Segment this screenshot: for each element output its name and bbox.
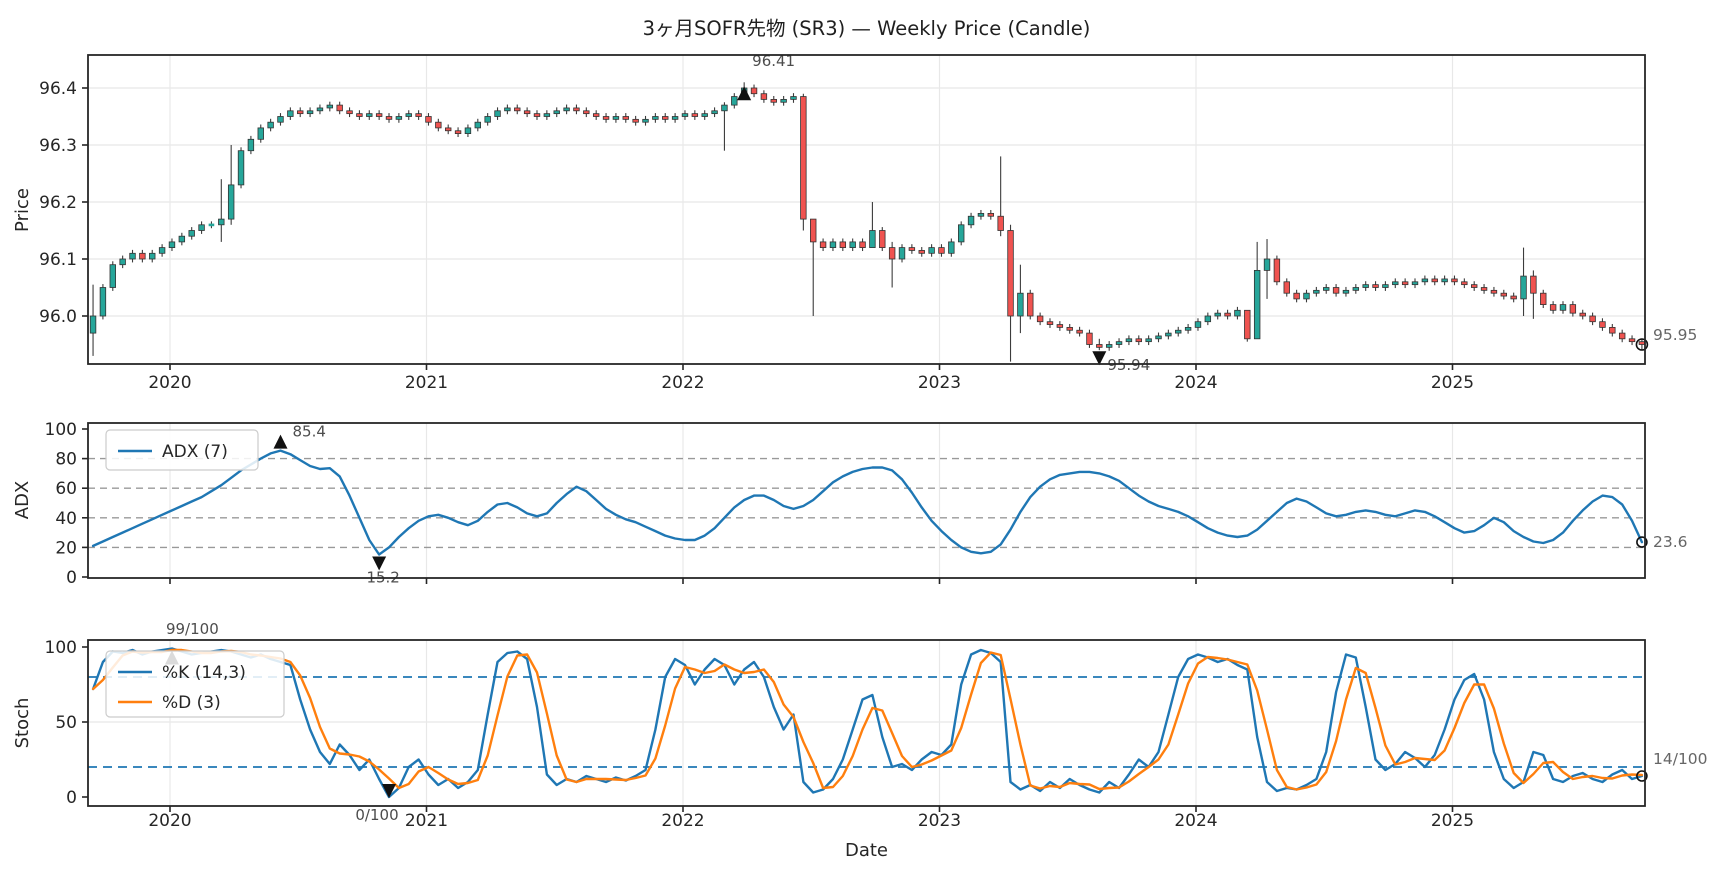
stoch-xtick: 2023: [918, 811, 961, 831]
stoch-d-line: [91, 648, 1644, 791]
adx-ytick: 100: [45, 420, 77, 440]
max-marker-icon: [737, 86, 752, 101]
price-annotations: 96.41 95.94 95.95: [737, 52, 1697, 374]
x-axis-title: Date: [845, 840, 888, 861]
adx-axis-title: ADX: [12, 481, 33, 520]
price-ytick: 96.1: [39, 250, 77, 270]
price-max-label: 96.41: [752, 52, 795, 70]
price-xtick: 2021: [405, 373, 448, 393]
price-xtick: 2025: [1431, 373, 1474, 393]
stoch-legend: %K (14,3) %D (3): [105, 650, 285, 718]
adx-last-label: 23.6: [1653, 533, 1688, 551]
price-xtick: 2024: [1174, 373, 1217, 393]
stoch-axis-title: Stoch: [12, 698, 33, 749]
last-point-marker-icon: [1636, 536, 1648, 548]
adx-legend: ADX (7): [105, 429, 259, 471]
price-ytick: 96.4: [39, 79, 77, 99]
min-marker-icon: [372, 556, 387, 571]
chart-title: 3ヶ月SOFR先物 (SR3) — Weekly Price (Candle): [642, 17, 1091, 40]
legend-label: %K (14,3): [162, 663, 246, 683]
price-xtick: 2023: [918, 373, 961, 393]
stoch-xtick: 2021: [405, 811, 448, 831]
stoch-xtick: 2022: [661, 811, 704, 831]
price-last-label: 95.95: [1653, 326, 1697, 344]
price-ytick: 96.0: [39, 307, 77, 327]
legend-label: %D (3): [162, 693, 221, 713]
stoch-max-label: 99/100: [166, 620, 219, 638]
stoch-k-line: [91, 647, 1644, 799]
max-marker-icon: [273, 434, 288, 449]
price-ytick: 96.2: [39, 193, 77, 213]
stoch-panel: 99/100 0/100 14/100 0 50 100 2020 2021 2022 2023 2…: [12, 620, 1708, 861]
price-xtick: 2020: [148, 373, 191, 393]
price-panel: 96.41 95.94 95.95 96.0 96.1 96.2 96.3 96.4 2020 2…: [12, 52, 1697, 393]
adx-ytick: 60: [55, 479, 77, 499]
last-point-marker-icon: [1636, 770, 1648, 782]
price-ytick: 96.3: [39, 136, 77, 156]
adx-line: [91, 449, 1644, 556]
adx-ytick: 80: [55, 450, 77, 470]
stoch-ytick: 100: [45, 638, 77, 658]
candles: [89, 82, 1646, 362]
min-marker-icon: [1092, 351, 1107, 366]
stoch-ytick: 0: [66, 788, 77, 808]
price-axis-title: Price: [12, 188, 33, 232]
adx-panel: 85.415.223.6 0 20 40 60 80 100 ADX ADX (7): [12, 420, 1688, 588]
stoch-xtick: 2024: [1174, 811, 1217, 831]
adx-ytick: 20: [55, 538, 77, 558]
adx-ytick: 40: [55, 509, 77, 529]
stoch-xtick: 2025: [1431, 811, 1474, 831]
adx-max-label: 85.4: [292, 423, 325, 441]
stoch-ytick: 50: [55, 713, 77, 733]
stoch-min-label: 0/100: [355, 806, 398, 824]
price-min-label: 95.94: [1107, 356, 1150, 374]
stoch-last-label: 14/100: [1653, 750, 1708, 768]
price-xtick: 2022: [661, 373, 704, 393]
min-marker-icon: [382, 784, 397, 798]
adx-ytick: 0: [66, 568, 77, 588]
stoch-xtick: 2020: [148, 811, 191, 831]
last-point-marker-icon: [1635, 338, 1649, 351]
adx-annotations: 85.415.223.6: [273, 423, 1688, 587]
legend-label: ADX (7): [162, 442, 228, 462]
